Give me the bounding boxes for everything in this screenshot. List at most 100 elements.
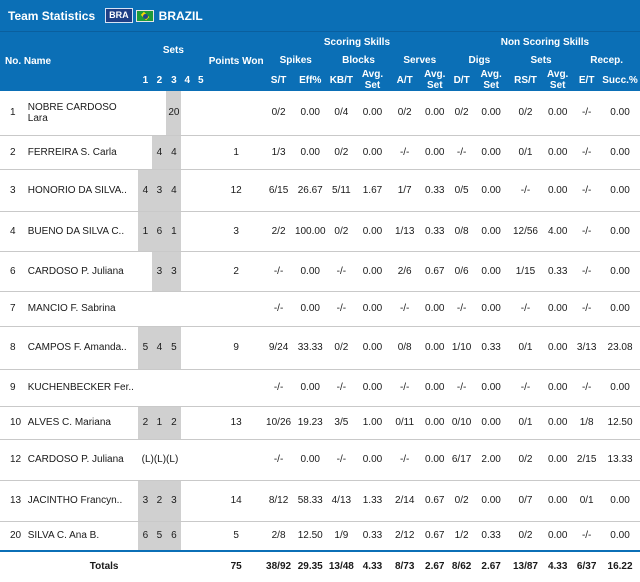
player-name[interactable]: HONORIO DA SILVA.. <box>25 169 139 212</box>
set-2-cell <box>152 291 167 327</box>
sets-avg-cell: 0.00 <box>542 91 574 136</box>
totals-spikes-st: 38/92 <box>264 550 294 581</box>
recep-succ-cell: 0.00 <box>600 521 640 552</box>
points-won-cell: 5 <box>208 521 265 552</box>
serves-at-cell: 0/8 <box>389 326 420 370</box>
blocks-avg-cell: 0.33 <box>355 521 390 552</box>
player-number: 2 <box>0 135 26 170</box>
sets-avg-cell: 0.00 <box>542 291 574 327</box>
spikes-st-cell: 2/8 <box>264 521 294 552</box>
set-3-cell: 20 <box>166 91 182 136</box>
blocks-avg-cell: 1.00 <box>355 406 390 440</box>
set-4-cell <box>181 169 194 212</box>
table-row: 6 CARDOSO P. Juliana 3 3 2 -/- 0.00 -/- 0.00 2/6 0… <box>0 251 640 292</box>
spikes-eff-cell: 58.33 <box>293 480 328 522</box>
blocks-kbt-cell: 0/2 <box>327 211 356 252</box>
serves-at-cell: -/- <box>389 135 420 170</box>
blocks-avg-cell: 0.00 <box>355 326 390 370</box>
recep-succ-cell: 0.00 <box>600 91 640 136</box>
set-2-cell: 3 <box>152 169 167 212</box>
recep-succ-cell: 0.00 <box>600 169 640 212</box>
blocks-kbt-cell: 0/2 <box>327 135 356 170</box>
player-name[interactable]: CARDOSO P. Juliana <box>25 251 139 292</box>
player-name[interactable]: NOBRE CARDOSO Lara <box>25 91 139 136</box>
sets-rst-cell: -/- <box>508 369 543 407</box>
player-name[interactable]: CARDOSO P. Juliana <box>25 439 139 481</box>
spikes-st-cell: 6/15 <box>264 169 294 212</box>
recep-header: Recep. <box>573 52 640 69</box>
blocks-kbt-cell: 4/13 <box>327 480 356 522</box>
set-5-cell <box>193 369 209 407</box>
team-code-badge: BRA <box>105 8 133 23</box>
sets-rst-header: RS/T <box>508 69 543 91</box>
spikes-eff-cell: 26.67 <box>293 169 328 212</box>
digs-dt-cell: 0/2 <box>449 91 474 136</box>
page-title: Team Statistics <box>8 8 96 23</box>
serves-avg-cell: 0.00 <box>419 369 450 407</box>
spikes-eff-cell: 19.23 <box>293 406 328 440</box>
recep-succ-cell: 0.00 <box>600 291 640 327</box>
blocks-kbt-cell: 5/11 <box>327 169 356 212</box>
serves-avg-cell: 0.00 <box>419 406 450 440</box>
player-name[interactable]: SILVA C. Ana B. <box>25 521 139 552</box>
digs-avg-cell: 0.33 <box>473 326 509 370</box>
sets-rst-cell: 0/2 <box>508 91 543 136</box>
serves-avg-cell: 0.00 <box>419 91 450 136</box>
totals-spikes-eff: 29.35 <box>293 550 328 581</box>
digs-header: Digs <box>449 52 509 69</box>
sets-rst-cell: 0/7 <box>508 480 543 522</box>
set-2-cell <box>152 369 167 407</box>
player-number: 1 <box>0 91 26 136</box>
sets-avg-cell: 0.00 <box>542 169 574 212</box>
digs-avg-cell: 0.33 <box>473 521 509 552</box>
player-number: 3 <box>0 169 26 212</box>
digs-dt-cell: 0/5 <box>449 169 474 212</box>
player-name[interactable]: BUENO DA SILVA C.. <box>25 211 139 252</box>
digs-dt-cell: -/- <box>449 135 474 170</box>
totals-serves-avg: 2.67 <box>419 550 450 581</box>
set-3-header: 3 <box>166 69 182 91</box>
blocks-avg-cell: 0.00 <box>355 251 390 292</box>
recep-et-cell: -/- <box>573 91 601 136</box>
totals-blocks-avg: 4.33 <box>355 550 390 581</box>
serves-avg-cell: 0.00 <box>419 326 450 370</box>
player-name[interactable]: KUCHENBECKER Fer.. <box>25 369 139 407</box>
player-name[interactable]: ALVES C. Mariana <box>25 406 139 440</box>
set-4-cell <box>181 406 194 440</box>
set-5-cell <box>193 439 209 481</box>
player-name[interactable]: JACINTHO Francyn.. <box>25 480 139 522</box>
player-name[interactable]: MANCIO F. Sabrina <box>25 291 139 327</box>
set-5-cell <box>193 521 209 552</box>
set-1-cell <box>138 135 153 170</box>
player-number: 8 <box>0 326 26 370</box>
set-4-cell <box>181 211 194 252</box>
digs-avg-cell: 0.00 <box>473 135 509 170</box>
spikes-st-cell: -/- <box>264 291 294 327</box>
sets-rst-cell: -/- <box>508 291 543 327</box>
digs-dt-cell: 0/2 <box>449 480 474 522</box>
digs-avg-cell: 0.00 <box>473 211 509 252</box>
spikes-st-cell: 8/12 <box>264 480 294 522</box>
serves-avg-cell: 0.33 <box>419 211 450 252</box>
serves-at-cell: 1/13 <box>389 211 420 252</box>
player-name[interactable]: CAMPOS F. Amanda.. <box>25 326 139 370</box>
set-4-cell <box>181 326 194 370</box>
blocks-kbt-cell: -/- <box>327 291 356 327</box>
blocks-avg-cell: 0.00 <box>355 91 390 136</box>
blocks-avg-header: Avg. Set <box>355 69 390 91</box>
player-number: 9 <box>0 369 26 407</box>
points-won-cell: 2 <box>208 251 265 292</box>
sets-played-libero: (L)(L)(L) <box>138 439 182 481</box>
set-4-cell <box>181 369 194 407</box>
serves-at-cell: 0/11 <box>389 406 420 440</box>
digs-avg-cell: 0.00 <box>473 480 509 522</box>
spikes-st-cell: 2/2 <box>264 211 294 252</box>
spikes-eff-cell: 0.00 <box>293 91 328 136</box>
set-1-cell <box>138 369 153 407</box>
spikes-eff-cell: 0.00 <box>293 369 328 407</box>
blocks-kbt-cell: -/- <box>327 251 356 292</box>
points-won-cell: 12 <box>208 169 265 212</box>
spikes-eff-cell: 0.00 <box>293 291 328 327</box>
player-name[interactable]: FERREIRA S. Carla <box>25 135 139 170</box>
digs-avg-cell: 0.00 <box>473 91 509 136</box>
